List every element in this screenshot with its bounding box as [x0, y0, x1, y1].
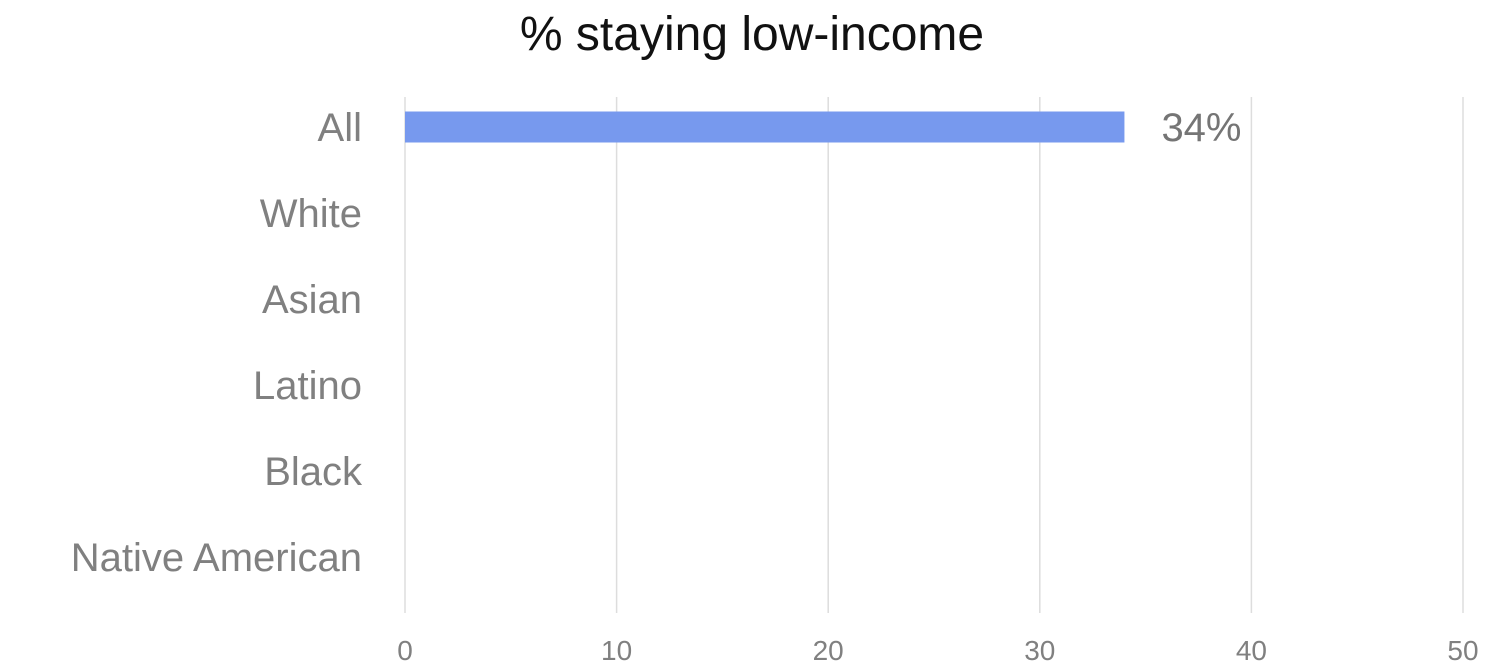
- data-label: 34%: [1161, 106, 1241, 150]
- x-tick-label: 40: [1236, 635, 1267, 665]
- x-axis-ticks: 0 10 20 30 40 50: [397, 635, 1478, 665]
- bar-all: [405, 111, 1125, 143]
- category-label: All: [318, 106, 362, 150]
- x-tick-label: 50: [1447, 635, 1478, 665]
- gridlines: [404, 97, 1464, 613]
- x-tick-label: 10: [601, 635, 632, 665]
- category-label: White: [260, 192, 362, 236]
- category-label: Black: [264, 450, 363, 494]
- x-tick-label: 0: [397, 635, 413, 665]
- category-label: Asian: [262, 278, 362, 322]
- chart-title: % staying low-income: [520, 8, 984, 61]
- category-label: Native American: [71, 536, 362, 580]
- bars: [405, 111, 1125, 143]
- data-labels: 34%: [1161, 106, 1241, 150]
- category-label: Latino: [253, 364, 362, 408]
- x-tick-label: 30: [1024, 635, 1055, 665]
- category-labels: All White Asian Latino Black Native American: [71, 106, 363, 580]
- x-tick-label: 20: [813, 635, 844, 665]
